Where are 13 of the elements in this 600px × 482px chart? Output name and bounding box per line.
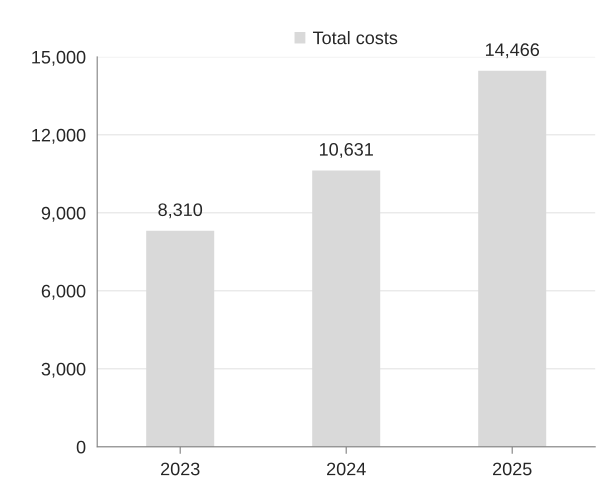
y-tick-label: 9,000 xyxy=(42,206,86,222)
y-tick-label: 0 xyxy=(76,440,86,454)
y-tick-label: 15,000 xyxy=(32,50,86,66)
text: 10,631 xyxy=(320,142,373,158)
y-tick-label: 3,000 xyxy=(42,362,86,378)
x-tick-label: 2023 xyxy=(161,462,200,476)
x-tick-label: 2025 xyxy=(493,462,532,476)
y-tick-label: 6,000 xyxy=(42,284,86,300)
text: 8,310 xyxy=(158,203,202,218)
y-tick-label: 12,000 xyxy=(32,128,86,144)
legend-label: Total costs xyxy=(312,31,398,44)
x-tick-label: 2024 xyxy=(327,462,366,476)
text: 14,466 xyxy=(486,43,540,58)
